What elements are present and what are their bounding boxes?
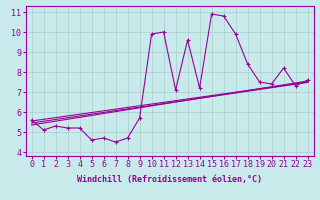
- X-axis label: Windchill (Refroidissement éolien,°C): Windchill (Refroidissement éolien,°C): [77, 175, 262, 184]
